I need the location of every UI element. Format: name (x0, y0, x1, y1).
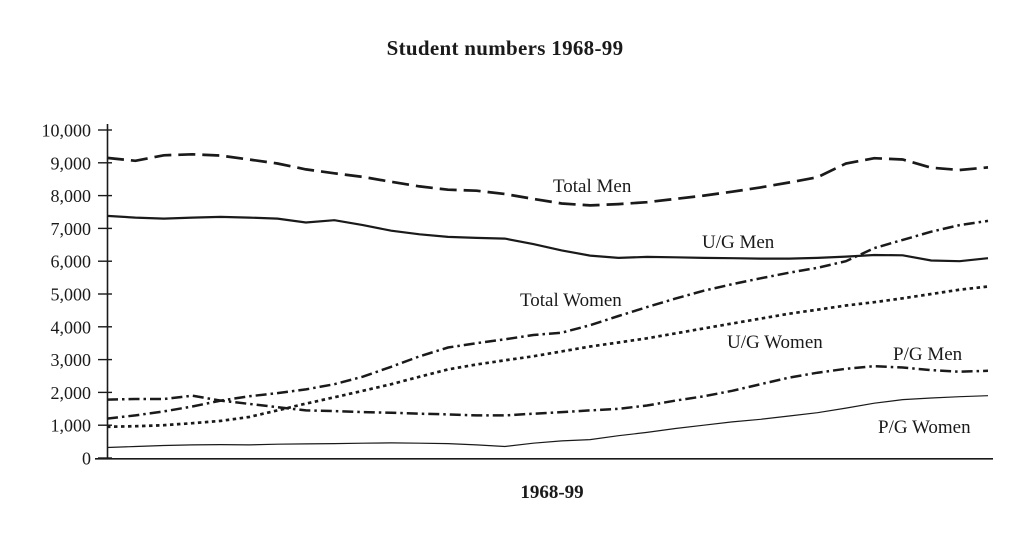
x-axis-label: 1968-99 (520, 482, 584, 503)
y-axis-ticks: 0 1,000 2,000 3,000 4,000 5,000 6,000 7,000 8,00… (42, 121, 112, 469)
y-tick-label: 4,000 (51, 317, 92, 337)
y-tick-label: 2,000 (51, 383, 92, 403)
chart-title: Student numbers 1968-99 (386, 36, 624, 60)
series-label-ug-women: U/G Women (727, 332, 823, 353)
y-tick-label: 3,000 (51, 350, 92, 370)
series-line-pg-women (106, 395, 989, 449)
series-line-ug-women (106, 285, 989, 429)
y-tick-label: 6,000 (51, 252, 92, 272)
series-lines (106, 152, 989, 449)
series-label-pg-women: P/G Women (878, 417, 971, 438)
series-line-total-women (106, 219, 989, 420)
y-tick-label: 0 (82, 449, 91, 469)
y-tick-label: 10,000 (42, 121, 92, 141)
series-line-pg-men (106, 364, 989, 417)
series-label-total-men: Total Men (553, 176, 632, 197)
series-line-total-men (106, 152, 989, 207)
y-tick-label: 1,000 (51, 416, 92, 436)
y-tick-label: 5,000 (51, 285, 92, 305)
series-label-pg-men: P/G Men (893, 344, 963, 365)
y-tick-label: 9,000 (51, 153, 92, 173)
series-label-ug-men: U/G Men (702, 232, 775, 253)
y-tick-label: 8,000 (51, 186, 92, 206)
series-line-ug-men (106, 214, 989, 263)
y-tick-label: 7,000 (51, 219, 92, 239)
series-label-total-women: Total Women (520, 290, 622, 311)
